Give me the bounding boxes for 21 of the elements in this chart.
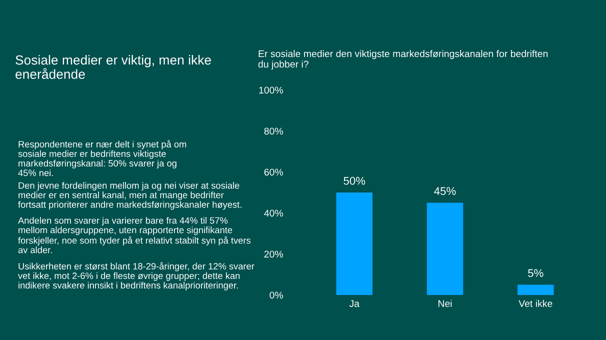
bar bbox=[336, 192, 372, 295]
y-tick-label: 100% bbox=[259, 86, 283, 94]
x-tick-label: Vet ikke bbox=[518, 300, 552, 307]
y-tick-label: 40% bbox=[264, 210, 283, 217]
y-tick-label: 20% bbox=[264, 250, 283, 258]
y-tick-label: 80% bbox=[264, 128, 283, 135]
y-tick-label: 60% bbox=[264, 168, 283, 176]
bar bbox=[426, 202, 464, 295]
data-label: 5% bbox=[528, 269, 544, 277]
text: Andelen som svarer ja varierer bare fra 44% til 57% mellom aldersgruppene, uten rapporterte signifikante forskjeller, noe som tyder på et relativt stabilt syn på tvers av alder. bbox=[18, 217, 251, 254]
data-label: 45% bbox=[434, 187, 456, 195]
chart-subtitle: Er sosiale medier den viktigste markedsføringskanalen for bedriften du jobber i? bbox=[258, 50, 548, 70]
text: Respondentene er nær delt i synet på om sosiale medier er bedriftens viktigste markedsføringskanal: 50% svarer ja og 45% nei. bbox=[18, 140, 186, 176]
x-tick-label: Nei bbox=[438, 300, 452, 307]
text: Usikkerheten er størst blant 18-29-åringer, der 12% svarer vet ikke, mot 2-6% i de fleste øvrige grupper; dette kan indikere svakere innsikt i bedriftens kanalprioriteringer. bbox=[18, 262, 254, 290]
y-tick-label: 0% bbox=[270, 292, 283, 299]
x-tick-label: Ja bbox=[349, 300, 360, 307]
text: Sosiale medier er viktig, men ikke enerådende bbox=[16, 55, 211, 79]
bar bbox=[518, 284, 554, 295]
text: Den jevne fordelingen mellom ja og nei viser at sosiale medier er en sentral kanal, men at mange bedrifter fortsatt prioriterer andre markedsføringskanaler høyest. bbox=[18, 182, 242, 210]
data-label: 50% bbox=[344, 176, 366, 185]
